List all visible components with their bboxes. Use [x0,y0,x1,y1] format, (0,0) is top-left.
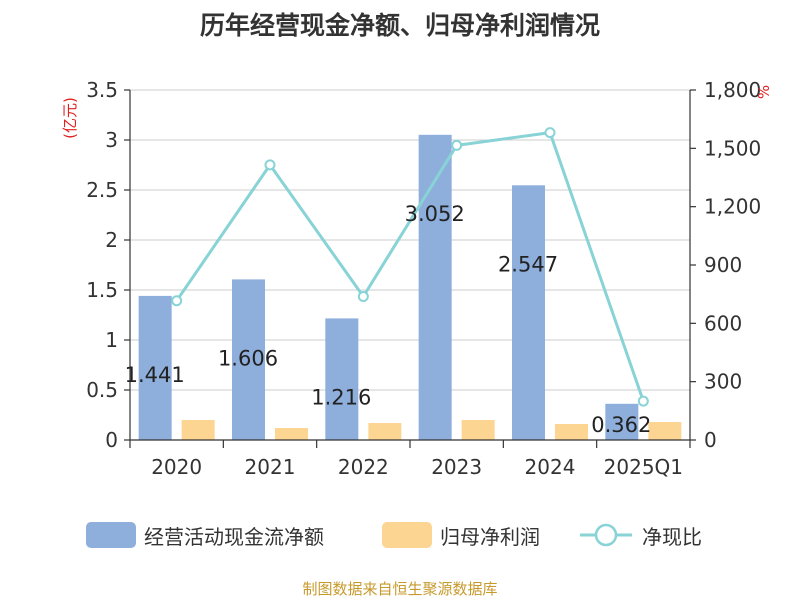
right-axis-unit: % [755,85,773,99]
legend-item-cashflow[interactable]: 经营活动现金流净额 [86,520,324,550]
left-tick-label: 2 [105,228,118,252]
legend-swatch-ratio [580,523,632,547]
left-tick-label: 2.5 [86,178,118,202]
data-source: 制图数据来自恒生聚源数据库 [302,580,498,598]
bar-profit[interactable] [181,420,215,440]
bar-cashflow[interactable] [605,403,639,440]
x-tick-label: 2022 [338,455,389,479]
bar-data-label: 1.441 [125,363,185,387]
left-tick-label: 1 [105,328,118,352]
right-tick-label: 1,800 [704,78,761,102]
legend-label-profit: 归母净利润 [440,524,540,549]
bar-cashflow[interactable] [418,134,452,441]
bar-profit[interactable] [275,428,308,440]
bar-cashflow[interactable] [138,295,172,440]
x-tick-label: 2024 [525,455,576,479]
left-tick-label: 3 [105,128,118,152]
left-tick-label: 1.5 [86,278,118,302]
axes: 0 0.5 1 1.5 2 2.5 3 3.5 0 300 600 900 1,200 1,500 1,80… [61,78,773,479]
right-tick-label: 600 [704,311,742,335]
left-tick-label: 0 [105,428,118,452]
grid-lines [130,89,690,391]
bar-data-label: 1.606 [218,346,278,370]
ratio-point[interactable] [544,127,556,139]
bar-profit[interactable] [368,423,402,440]
right-tick-label: 1,200 [704,195,761,219]
bar-profit[interactable] [555,424,588,440]
legend-swatch-profit [382,522,432,548]
legend-item-profit[interactable]: 归母净利润 [382,520,540,550]
bar-cashflow[interactable] [512,185,545,440]
bar-profit[interactable] [648,422,682,440]
left-tick-label: 3.5 [86,78,118,102]
chart-title: 历年经营现金净额、归母净利润情况 [199,11,600,40]
right-tick-label: 0 [704,428,717,452]
legend-swatch-cashflow [86,522,136,548]
right-tick-label: 300 [704,370,742,394]
bars [138,134,682,441]
x-tick-label: 2021 [245,455,296,479]
bar-cashflow[interactable] [325,318,359,440]
x-tick-label: 2025Q1 [604,455,683,479]
legend-item-ratio[interactable]: 净现比 [578,520,702,550]
ratio-line [171,127,649,407]
x-tick-label: 2020 [151,455,202,479]
bar-data-label: 0.362 [591,413,651,437]
legend-label-ratio: 净现比 [642,524,702,549]
right-tick-label: 1,500 [704,136,761,160]
left-tick-label: 0.5 [86,378,118,402]
ratio-point[interactable] [264,159,276,171]
x-tick-label: 2023 [431,455,482,479]
bar-data-label: 2.547 [498,252,558,276]
ratio-point[interactable] [171,295,183,307]
bar-cashflow[interactable] [232,279,265,440]
left-axis-unit: (亿元) [61,97,79,139]
bar-profit[interactable] [461,420,495,440]
ratio-point[interactable] [637,395,649,407]
ratio-point[interactable] [451,139,463,151]
legend-label-cashflow: 经营活动现金流净额 [144,524,324,549]
data-labels: 1.441 1.606 1.216 3.052 2.547 0.362 [125,202,652,437]
ratio-line-path [175,131,645,402]
right-tick-label: 900 [704,253,742,277]
bar-data-label: 3.052 [405,202,465,226]
bar-data-label: 1.216 [311,385,371,409]
ratio-point[interactable] [357,291,369,302]
